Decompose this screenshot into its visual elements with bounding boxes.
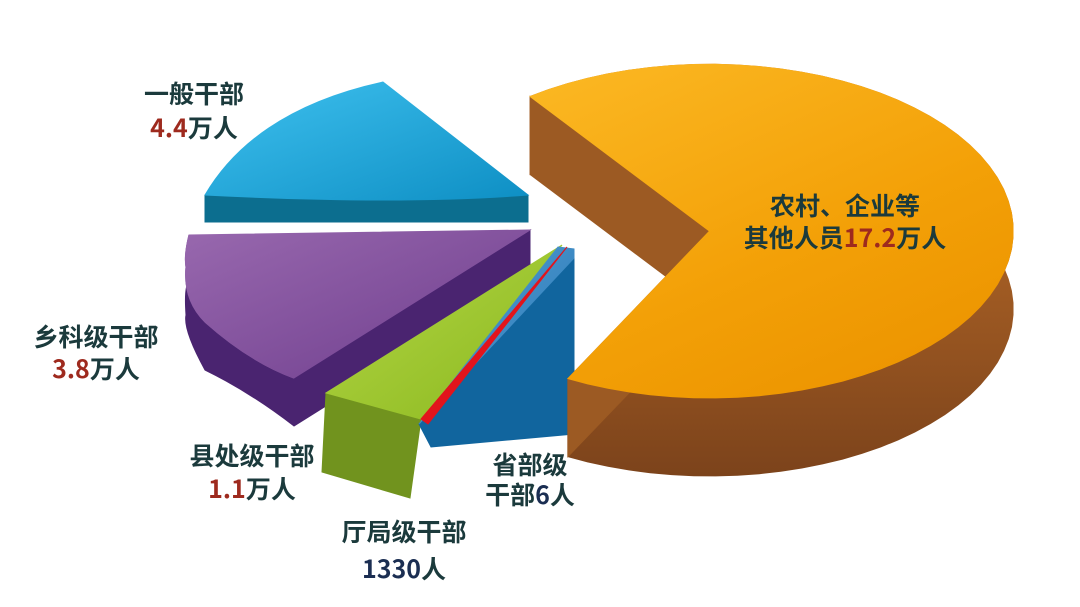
svg-text:3.8万人: 3.8万人 [52,350,140,386]
svg-text:乡科级干部: 乡科级干部 [33,318,158,354]
svg-text:1.1万人: 1.1万人 [208,470,296,506]
svg-text:干部6人: 干部6人 [485,476,575,512]
svg-text:一般干部: 一般干部 [144,75,244,111]
svg-text:其他人员17.2万人: 其他人员17.2万人 [744,219,946,255]
svg-text:1330人: 1330人 [362,550,446,586]
svg-text:县处级干部: 县处级干部 [189,437,314,473]
svg-text:4.4万人: 4.4万人 [150,109,238,145]
svg-text:厅局级干部: 厅局级干部 [341,513,466,549]
svg-text:农村、企业等: 农村、企业等 [770,187,920,223]
